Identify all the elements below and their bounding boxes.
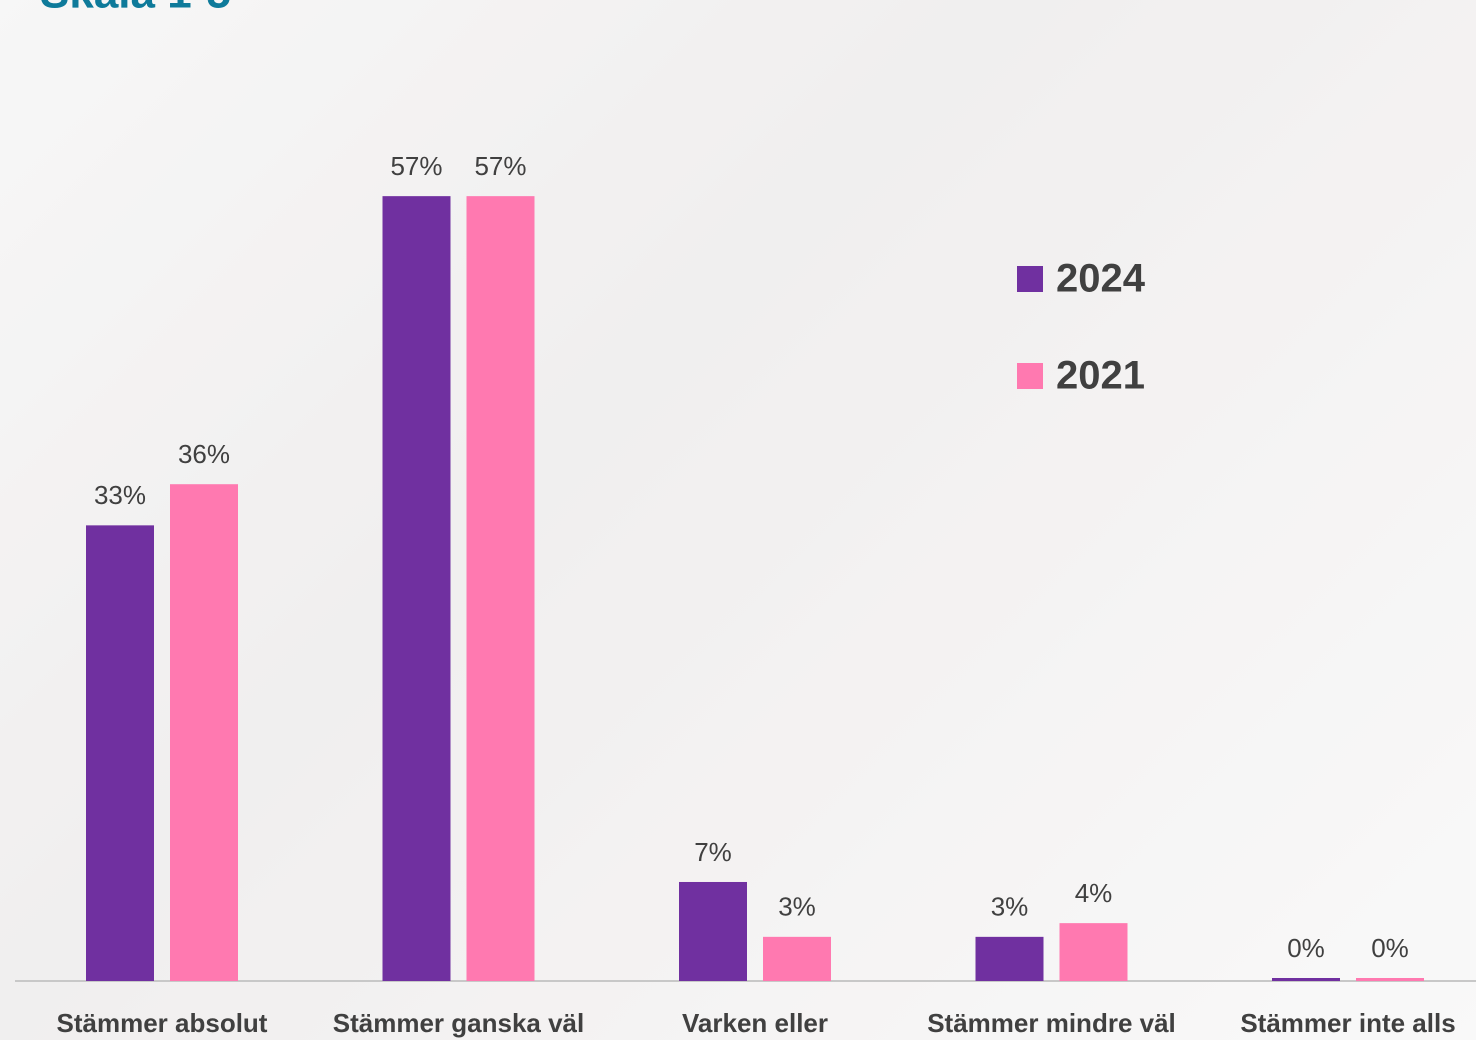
value-label: 7% [694,837,732,867]
value-label: 3% [991,892,1029,922]
x-tick-label: Stämmer absolut [57,1008,268,1038]
value-label: 57% [474,151,526,181]
value-label: 0% [1287,933,1325,963]
bar [382,196,451,981]
value-label: 0% [1371,933,1409,963]
bar [679,881,747,982]
value-label: 33% [94,480,146,510]
value-label: 36% [178,439,230,469]
chart-title: Skala 1-5 [40,0,231,18]
bar [466,196,535,981]
x-tick-label: Stämmer mindre väl [927,1008,1176,1038]
legend-label: 2024 [1056,257,1146,301]
legend-swatch [1017,363,1043,389]
x-tick-label: Varken eller [682,1008,828,1038]
legend-label: 2021 [1056,354,1145,398]
bar [1059,923,1128,982]
value-label: 3% [778,892,816,922]
bar [86,525,154,981]
bar [975,936,1044,981]
bar [170,484,238,981]
value-label: 57% [390,151,442,181]
bar [1272,978,1340,981]
value-label: 4% [1075,878,1113,908]
bar [763,936,831,981]
bar [1356,978,1424,981]
legend-swatch [1017,266,1043,292]
x-tick-label: Stämmer inte alls [1240,1008,1455,1038]
x-tick-label: Stämmer ganska väl [333,1008,584,1038]
